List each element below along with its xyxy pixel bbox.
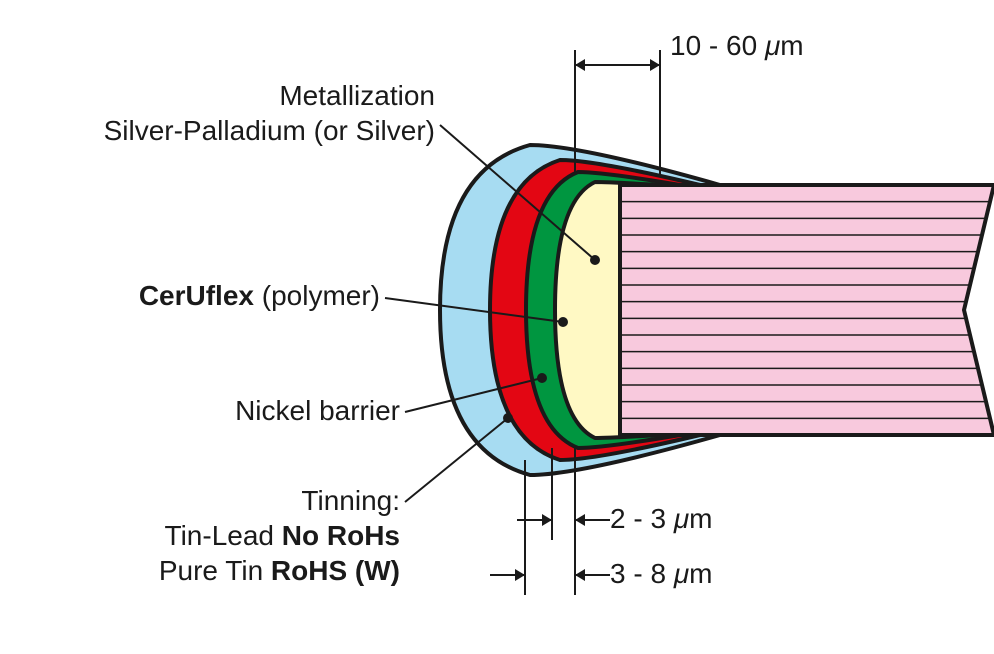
dim-arrowhead [575,59,585,71]
label-tinning-3: Pure Tin RoHS (W) [159,555,400,586]
leader-tinning-dot [503,413,513,423]
component-body [620,185,994,435]
dim-arrowhead [575,569,585,581]
dim-mid-label: 2 - 3 μm [610,503,712,534]
label-ceruflex: CerUflex (polymer) [139,280,380,311]
leader-ceruflex-dot [558,317,568,327]
dim-arrowhead [542,514,552,526]
label-nickel: Nickel barrier [235,395,400,426]
label-metallization-1: Metallization [279,80,435,111]
label-tinning-2: Tin-Lead No RoHs [165,520,400,551]
dim-arrowhead [515,569,525,581]
label-metallization-2: Silver-Palladium (or Silver) [104,115,435,146]
dim-arrowhead [575,514,585,526]
dim-top-label: 10 - 60 μm [670,30,804,61]
dim-bot-label: 3 - 8 μm [610,558,712,589]
leader-tinning [405,418,508,502]
dim-arrowhead [650,59,660,71]
leader-nickel-dot [537,373,547,383]
label-tinning-1: Tinning: [301,485,400,516]
leader-metallization-dot [590,255,600,265]
